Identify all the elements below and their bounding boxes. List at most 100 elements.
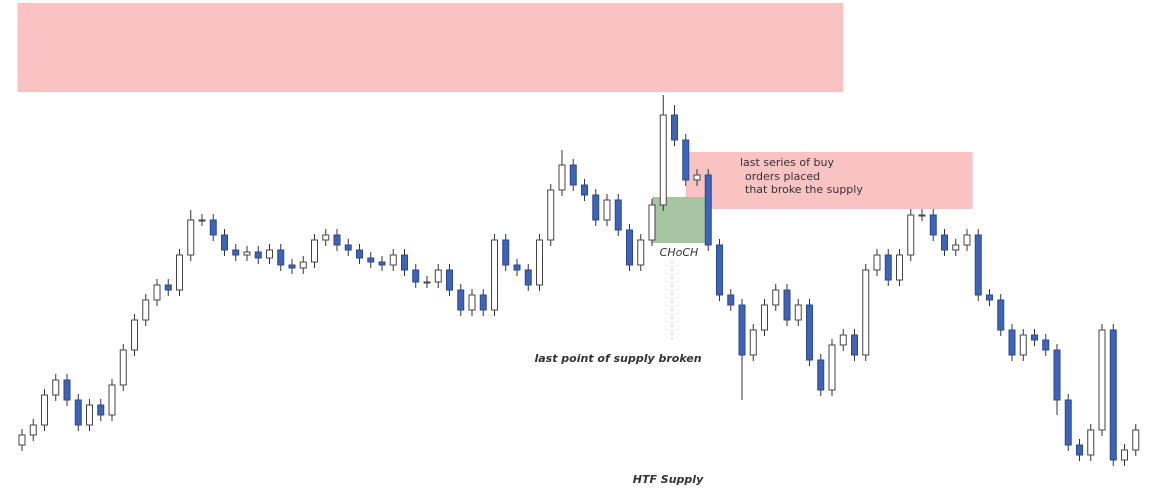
candle-body: [727, 294, 735, 306]
candle-body: [1109, 329, 1117, 461]
candle-body: [63, 379, 71, 401]
annotation: that broke the supply: [745, 183, 863, 196]
candle-body: [986, 294, 993, 301]
candle-body: [479, 294, 487, 311]
candle-body: [952, 244, 960, 251]
candle-body: [851, 334, 858, 356]
candle-body: [434, 269, 442, 283]
candle-body: [232, 249, 240, 256]
candle-body: [322, 234, 330, 241]
candle-body: [884, 254, 892, 281]
candle-body: [1053, 349, 1061, 401]
candle-body: [367, 257, 375, 263]
candle-body: [423, 281, 431, 284]
annotation: last series of buy: [740, 156, 834, 169]
candle-body: [1121, 449, 1128, 461]
candle-body: [254, 251, 262, 259]
candle-body: [412, 269, 420, 283]
candle-body: [491, 239, 498, 311]
candle-body: [941, 234, 948, 251]
candle-body: [918, 214, 926, 217]
candle-body: [299, 261, 307, 269]
candle-body: [761, 304, 768, 331]
candle-body: [41, 394, 48, 426]
candle-body: [29, 424, 37, 436]
candle-body: [288, 264, 296, 269]
candle-body: [468, 294, 476, 311]
candle-body: [907, 214, 915, 256]
candle-body: [74, 399, 82, 426]
candle-body: [97, 404, 105, 416]
candle-body: [862, 269, 870, 356]
candle-body: [671, 114, 678, 141]
candle-body: [659, 114, 667, 206]
annotation: CHoCH: [660, 246, 699, 259]
candle-body: [817, 359, 825, 391]
annotation: HTF Supply: [633, 473, 704, 486]
candle-body: [209, 219, 217, 236]
candle-body: [311, 239, 318, 263]
candle-body: [221, 234, 228, 251]
candle-body: [52, 379, 60, 396]
annotation: orders placed: [745, 170, 820, 183]
candle-body: [536, 239, 543, 286]
candle-body: [806, 304, 813, 361]
candle-body: [1087, 429, 1095, 456]
candle-body: [198, 219, 206, 222]
candle-body: [344, 244, 352, 251]
candle-body: [502, 239, 510, 266]
candle-body: [108, 384, 116, 416]
candle-body: [603, 199, 611, 221]
candle-body: [266, 249, 273, 259]
candle-body: [1098, 329, 1106, 431]
candle-body: [581, 184, 588, 196]
candle-body: [896, 254, 903, 281]
annotation: last point of supply broken: [534, 352, 701, 365]
candle-body: [86, 404, 93, 426]
candle-body: [1042, 339, 1050, 351]
candle-body: [119, 349, 127, 386]
candle-body: [153, 284, 161, 301]
candle-body: [243, 251, 251, 256]
candle-body: [716, 244, 723, 296]
candle-body: [974, 234, 982, 296]
candle-body: [592, 194, 600, 221]
candle-body: [738, 304, 746, 356]
candle-body: [356, 249, 363, 259]
candle-body: [614, 199, 622, 231]
candle-body: [749, 329, 757, 356]
candle-body: [772, 289, 780, 306]
candle-body: [828, 344, 836, 391]
candle-body: [401, 254, 408, 271]
candle-body: [637, 239, 645, 266]
candle-body: [389, 254, 397, 266]
candle-body: [277, 249, 285, 266]
candle-body: [1019, 334, 1027, 356]
candle-body: [997, 299, 1005, 331]
candle-body: [569, 164, 577, 186]
candle-body: [457, 289, 465, 311]
candle-body: [682, 139, 690, 181]
candle-body: [524, 269, 532, 286]
candle-body: [1132, 429, 1140, 451]
candle-body: [558, 164, 566, 191]
candle-body: [693, 174, 701, 181]
candle-body: [794, 304, 802, 321]
candle-body: [1031, 334, 1038, 341]
candle-body: [704, 174, 712, 246]
candle-body: [164, 284, 172, 291]
candle-body: [1064, 399, 1072, 446]
candle-body: [378, 261, 386, 266]
candle-body: [18, 434, 26, 446]
candle-body: [176, 254, 183, 291]
candle-body: [839, 334, 847, 346]
candle-body: [547, 189, 555, 241]
zone: [17, 3, 844, 92]
candle-body: [648, 204, 656, 241]
candle-body: [963, 234, 971, 246]
candle-body: [131, 319, 138, 351]
candle-body: [626, 229, 633, 266]
candle-body: [783, 289, 791, 321]
candle-body: [446, 269, 453, 291]
